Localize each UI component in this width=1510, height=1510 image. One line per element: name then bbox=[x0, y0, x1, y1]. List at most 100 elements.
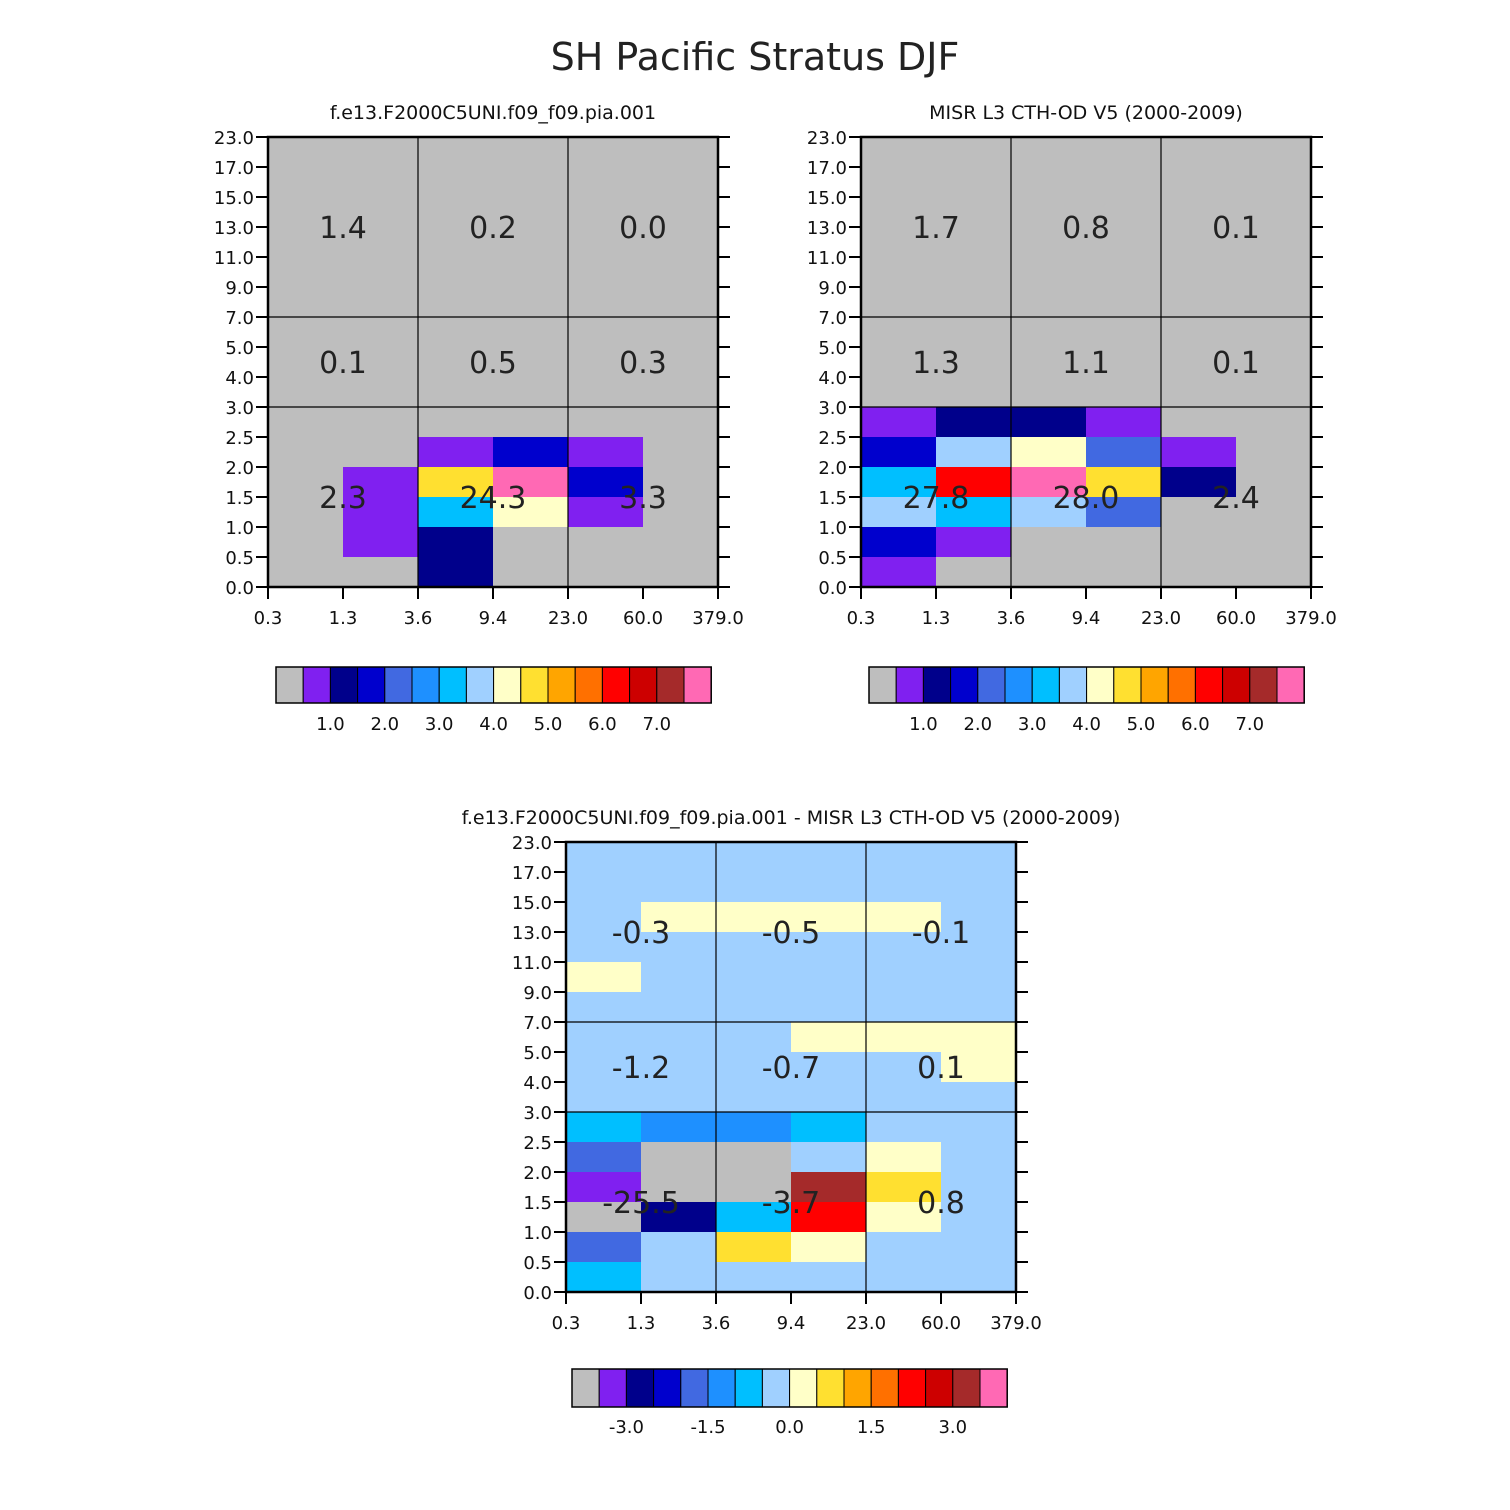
colorbar-swatch bbox=[870, 1368, 899, 1408]
x-tick-label: 379.0 bbox=[692, 608, 744, 629]
colorbar-swatch bbox=[950, 666, 979, 704]
y-tick-label: 13.0 bbox=[214, 218, 254, 239]
heatmap-cell bbox=[343, 467, 418, 497]
heatmap-cell bbox=[343, 497, 418, 527]
colorbar-frame bbox=[571, 1368, 1008, 1408]
colorbar-label: 7.0 bbox=[642, 714, 671, 735]
heatmap-cell bbox=[791, 902, 866, 932]
region-total-label: 0.5 bbox=[469, 346, 517, 381]
y-tick-label: 0.0 bbox=[225, 578, 254, 599]
y-tick-label: 0.5 bbox=[225, 548, 254, 569]
heatmap-cell bbox=[716, 1202, 791, 1232]
colorbar-label: 0.0 bbox=[775, 1417, 804, 1438]
colorbar-swatch bbox=[761, 1368, 791, 1408]
x-tick-label: 0.3 bbox=[552, 1313, 581, 1334]
y-tick-label: 1.0 bbox=[225, 518, 254, 539]
region-total-label: 0.8 bbox=[917, 1186, 965, 1221]
heatmap-cell bbox=[418, 437, 493, 467]
colorbar-swatch bbox=[1249, 666, 1278, 704]
x-tick-label: 9.4 bbox=[777, 1313, 806, 1334]
x-tick-label: 3.6 bbox=[702, 1313, 731, 1334]
heatmap-cell bbox=[716, 1172, 791, 1202]
heatmap-cell bbox=[866, 1142, 941, 1172]
x-tick-label: 0.3 bbox=[847, 608, 876, 629]
colorbar-swatch bbox=[1276, 666, 1305, 704]
colorbar-label: 5.0 bbox=[1127, 714, 1156, 735]
heatmap-cell bbox=[418, 557, 493, 587]
y-tick-label: 2.5 bbox=[818, 428, 847, 449]
panel-misr: MISR L3 CTH-OD V5 (2000-2009) 0.0 0.5 1.0 1.… bbox=[807, 102, 1337, 735]
y-tick-label: 15.0 bbox=[807, 188, 847, 209]
region-total-label: 28.0 bbox=[1053, 481, 1120, 516]
region-total-label: -0.7 bbox=[762, 1051, 821, 1086]
heatmap-cell bbox=[936, 497, 1011, 527]
colorbar-label: 1.5 bbox=[857, 1417, 886, 1438]
y-tick-label: 17.0 bbox=[807, 158, 847, 179]
region-total-label: 0.1 bbox=[1212, 211, 1260, 246]
heatmap-cell bbox=[1011, 407, 1086, 437]
colorbar-swatch bbox=[465, 666, 495, 704]
colorbar-swatch bbox=[547, 666, 576, 704]
panel-difference: f.e13.F2000C5UNI.f09_f09.pia.001 - MISR … bbox=[462, 807, 1121, 1438]
heatmap-cell bbox=[566, 1232, 641, 1262]
region-total-label: 0.3 bbox=[619, 346, 667, 381]
region-total-label: 1.4 bbox=[319, 211, 367, 246]
heatmap-cell bbox=[493, 437, 568, 467]
colorbar-swatch bbox=[574, 666, 603, 704]
heatmap-cell bbox=[936, 437, 1011, 467]
y-tick-label: 17.0 bbox=[214, 158, 254, 179]
region-total-label: 2.3 bbox=[319, 481, 367, 516]
y-tick-label: 0.0 bbox=[818, 578, 847, 599]
colorbar-label: 6.0 bbox=[588, 714, 617, 735]
x-tick-label: 23.0 bbox=[846, 1313, 886, 1334]
x-tick-label: 379.0 bbox=[990, 1313, 1042, 1334]
colorbar-swatch bbox=[384, 666, 413, 704]
heatmap-cell bbox=[716, 1232, 791, 1262]
colorbar-label: 2.0 bbox=[370, 714, 399, 735]
heatmap-cell bbox=[493, 467, 568, 497]
colorbar-swatch bbox=[302, 666, 331, 704]
y-tick-label: 5.0 bbox=[818, 338, 847, 359]
colorbar-label: 3.0 bbox=[938, 1417, 967, 1438]
heatmap-cell bbox=[941, 1022, 1016, 1052]
panel-model: f.e13.F2000C5UNI.f09_f09.pia.001 0.0 0.5 1.… bbox=[214, 102, 744, 735]
y-tick-label: 2.5 bbox=[225, 428, 254, 449]
colorbar-swatch bbox=[843, 1368, 872, 1408]
y-tick-label: 2.0 bbox=[818, 458, 847, 479]
panel-title: f.e13.F2000C5UNI.f09_f09.pia.001 bbox=[330, 102, 656, 124]
colorbar-swatch bbox=[868, 666, 897, 704]
region-total-label: 24.3 bbox=[460, 481, 527, 516]
x-tick-label: 60.0 bbox=[1216, 608, 1256, 629]
y-tick-label: 11.0 bbox=[807, 248, 847, 269]
heatmap-cell bbox=[861, 557, 936, 587]
colorbar-swatch bbox=[680, 1368, 709, 1408]
y-tick-label: 7.0 bbox=[225, 308, 254, 329]
heatmap-cell bbox=[716, 1142, 791, 1172]
region-total-label: -25.5 bbox=[602, 1186, 680, 1221]
heatmap-cell bbox=[1011, 437, 1086, 467]
region-total-label: 3.3 bbox=[619, 481, 667, 516]
heatmap-cell bbox=[791, 1112, 866, 1142]
y-tick-label: 3.0 bbox=[225, 398, 254, 419]
y-tick-label: 4.0 bbox=[818, 368, 847, 389]
region-total-label: 0.2 bbox=[469, 211, 517, 246]
colorbar-swatch bbox=[1086, 666, 1115, 704]
y-tick-label: 0.5 bbox=[523, 1253, 552, 1274]
colorbar-swatch bbox=[493, 666, 522, 704]
y-tick-label: 7.0 bbox=[818, 308, 847, 329]
region-total-label: 0.1 bbox=[1212, 346, 1260, 381]
heatmap-cell bbox=[641, 1142, 716, 1172]
heatmap-cell bbox=[493, 497, 568, 527]
colorbar-label: 3.0 bbox=[425, 714, 454, 735]
y-tick-label: 0.5 bbox=[818, 548, 847, 569]
region-total-label: 0.0 bbox=[619, 211, 667, 246]
x-tick-label: 60.0 bbox=[623, 608, 663, 629]
heatmap-cell bbox=[566, 1142, 641, 1172]
colorbar-swatch bbox=[977, 666, 1006, 704]
x-tick-label: 9.4 bbox=[479, 608, 508, 629]
region-total-label: 0.1 bbox=[319, 346, 367, 381]
heatmap-cell bbox=[716, 902, 791, 932]
x-tick-label: 23.0 bbox=[548, 608, 588, 629]
heatmap-cell bbox=[866, 902, 941, 932]
